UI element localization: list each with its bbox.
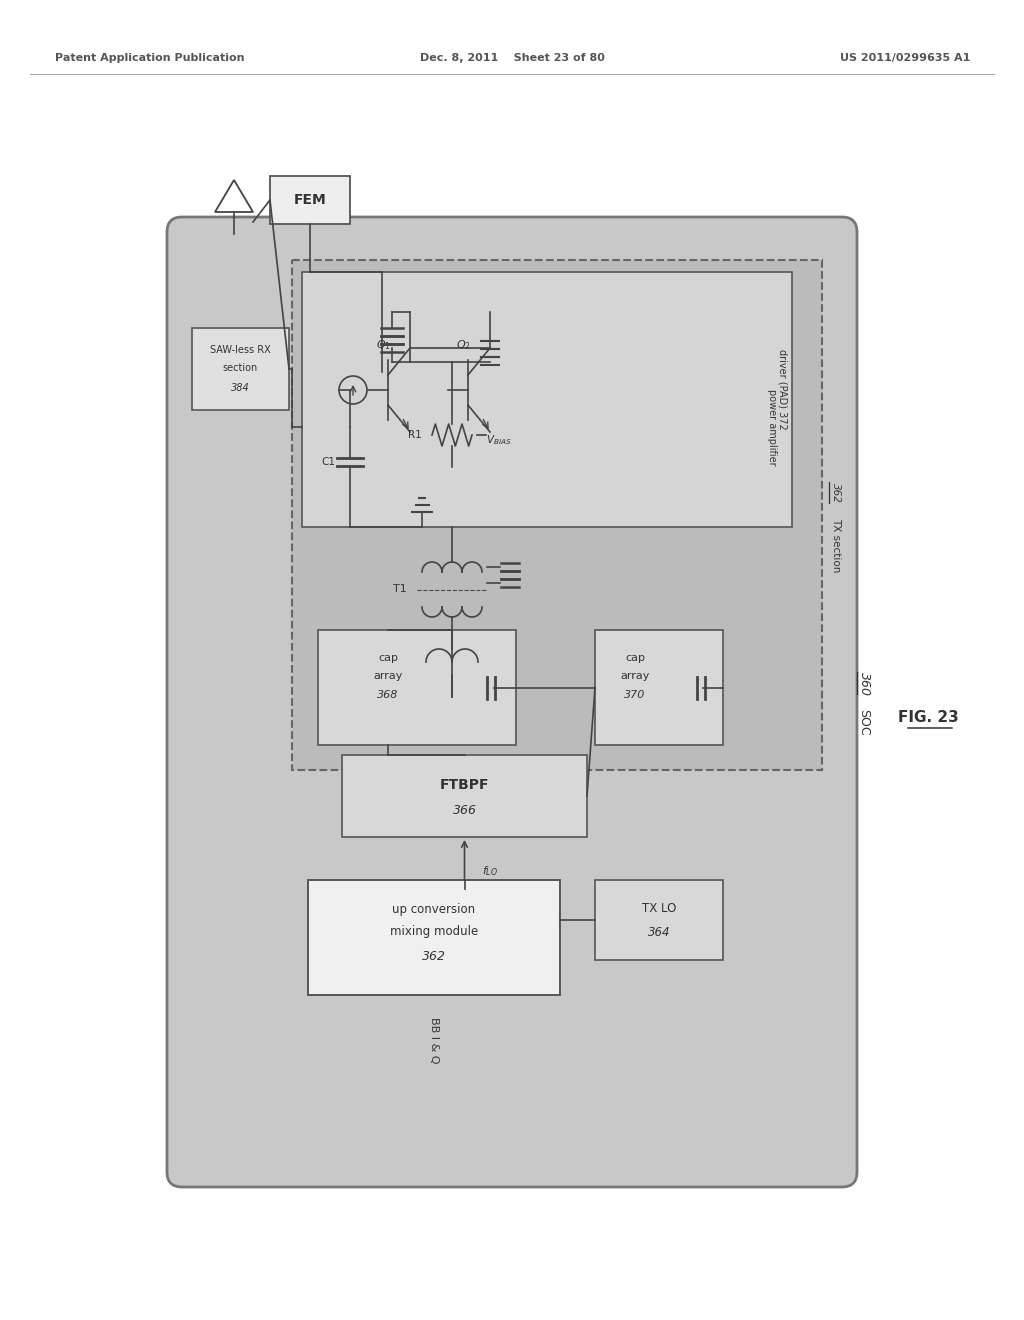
Text: FTBPF: FTBPF — [439, 777, 489, 792]
FancyBboxPatch shape — [167, 216, 857, 1187]
Text: R1: R1 — [409, 430, 422, 440]
Text: array: array — [374, 671, 402, 681]
Text: 368: 368 — [377, 690, 398, 700]
Text: US 2011/0299635 A1: US 2011/0299635 A1 — [840, 53, 970, 63]
Text: $Q_1$: $Q_1$ — [376, 338, 390, 352]
Text: $Q_2$: $Q_2$ — [456, 338, 470, 352]
Text: Patent Application Publication: Patent Application Publication — [55, 53, 245, 63]
Text: 360: 360 — [857, 672, 870, 696]
Text: BB I & Q: BB I & Q — [429, 1016, 439, 1063]
Text: Dec. 8, 2011    Sheet 23 of 80: Dec. 8, 2011 Sheet 23 of 80 — [420, 53, 604, 63]
Text: FIG. 23: FIG. 23 — [898, 710, 958, 726]
Text: 366: 366 — [453, 804, 476, 817]
Text: 362: 362 — [422, 949, 446, 962]
Text: T1: T1 — [393, 585, 407, 594]
Text: driver (PAD) 372: driver (PAD) 372 — [778, 348, 788, 430]
Bar — [193, 327, 289, 411]
Bar — [292, 260, 822, 770]
Text: TX section: TX section — [831, 517, 841, 572]
Bar — [270, 176, 350, 224]
Text: cap: cap — [625, 653, 645, 663]
Text: TX LO: TX LO — [642, 902, 676, 915]
Text: $V_{BIAS}$: $V_{BIAS}$ — [486, 433, 512, 447]
Text: 384: 384 — [231, 383, 250, 393]
Text: array: array — [621, 671, 649, 681]
Text: 370: 370 — [625, 690, 646, 700]
Text: SOC: SOC — [857, 709, 870, 735]
Text: power amplifier: power amplifier — [767, 389, 777, 466]
Text: $f_{LO}$: $f_{LO}$ — [482, 865, 499, 878]
Text: mixing module: mixing module — [390, 925, 478, 939]
Bar — [595, 630, 723, 744]
Text: SAW-less RX: SAW-less RX — [210, 345, 271, 355]
Bar — [595, 880, 723, 960]
Text: 364: 364 — [648, 925, 671, 939]
Text: C1: C1 — [321, 457, 335, 467]
Text: up conversion: up conversion — [392, 903, 475, 916]
Bar — [342, 755, 587, 837]
Text: 362: 362 — [831, 483, 841, 503]
Text: section: section — [223, 363, 258, 374]
Text: FEM: FEM — [294, 193, 327, 207]
Bar — [308, 880, 560, 995]
Bar — [318, 630, 516, 744]
Text: cap: cap — [378, 653, 398, 663]
Bar — [302, 272, 792, 527]
